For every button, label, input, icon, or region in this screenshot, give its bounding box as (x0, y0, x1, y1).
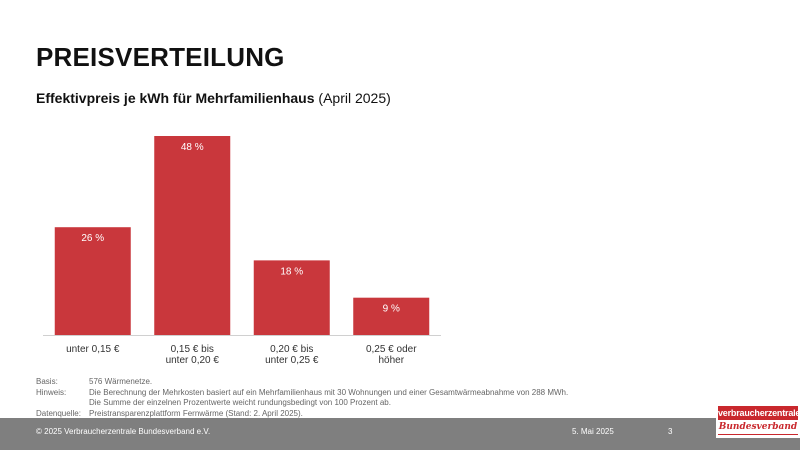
category-label: 0,20 € bis (270, 344, 313, 355)
bar-value-label: 26 % (81, 233, 104, 244)
slide-title: PREISVERTEILUNG (36, 42, 285, 72)
category-label: 0,25 € oder (366, 344, 417, 355)
footnote-row: Hinweis: Die Berechnung der Mehrkosten ba… (36, 388, 568, 409)
subtitle-main: Effektivpreis je kWh für Mehrfamilienhau… (36, 90, 315, 106)
logo-wordmark: verbraucherzentrale (718, 406, 800, 420)
footnote-text: Die Berechnung der Mehrkosten basiert au… (89, 387, 569, 408)
category-label: höher (378, 355, 404, 366)
bar-1 (54, 227, 131, 335)
category-label: unter 0,25 € (265, 355, 319, 366)
category-label: unter 0,20 € (166, 355, 220, 366)
bar-value-label: 18 % (280, 266, 303, 277)
bar-4 (353, 297, 430, 335)
footnote-row: Basis: 576 Wärmenetze. (36, 377, 568, 388)
footnote-row: Datenquelle: Preistransparenzplattform Fe… (36, 409, 568, 420)
footnote-label: Datenquelle: (36, 408, 81, 418)
bar-2 (154, 136, 231, 335)
subtitle-date: (April 2025) (314, 90, 391, 106)
copyright-text: © 2025 Verbraucherzentrale Bundesverband… (36, 427, 211, 436)
logo-subline: Bundesverband (718, 421, 798, 435)
vzbv-logo: verbraucherzentrale Bundesverband (716, 404, 800, 438)
bar-value-label: 48 % (181, 142, 204, 153)
category-label: unter 0,15 € (66, 344, 120, 355)
footnote-text: 576 Wärmenetze. (89, 377, 153, 386)
footer-date: 5. Mai 2025 (572, 427, 614, 436)
bar-value-label: 9 % (383, 304, 400, 315)
footnote-label: Basis: (36, 377, 58, 386)
footnote-label: Hinweis: (36, 387, 67, 397)
bar-3 (253, 260, 330, 335)
category-label: 0,15 € bis (171, 344, 214, 355)
slide-subtitle: Effektivpreis je kWh für Mehrfamilienhau… (36, 90, 391, 106)
footnotes: Basis: 576 Wärmenetze. Hinweis: Die Berechn… (36, 377, 568, 419)
footer-bar: © 2025 Verbraucherzentrale Bundesverband… (0, 418, 800, 450)
page-number: 3 (668, 427, 673, 436)
footnote-text: Preistransparenzplattform Fernwärme (Sta… (89, 408, 303, 418)
